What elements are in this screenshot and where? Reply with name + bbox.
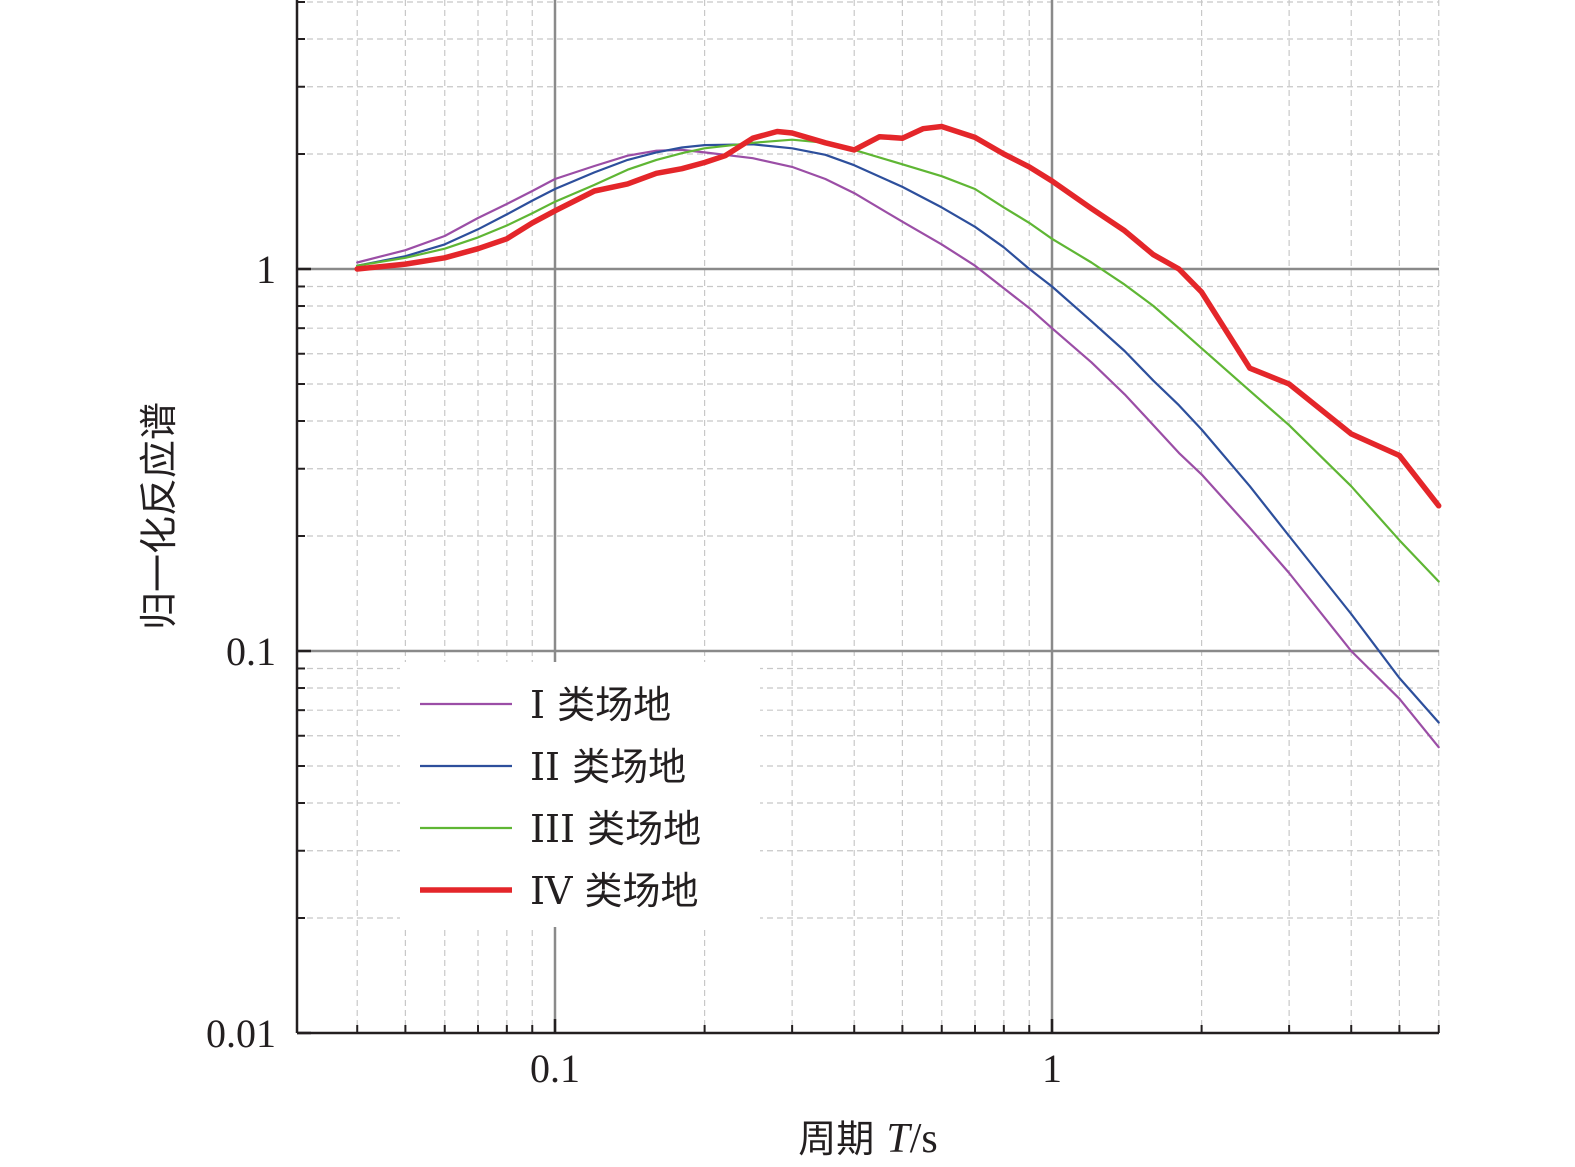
x-tick-label: 0.1 <box>530 1046 580 1091</box>
tick-labels: 0.1 1 0.01 0.1 1 <box>206 247 1062 1091</box>
y-axis-label: 归一化反应谱 <box>137 402 181 630</box>
legend-label-3: III 类场地 <box>530 807 701 851</box>
x-axis-label-prefix: 周期 <box>798 1117 886 1161</box>
x-axis-label-unit: /s <box>910 1116 938 1162</box>
series-lines <box>354 123 1442 749</box>
legend-label-2: II 类场地 <box>530 745 686 789</box>
x-tick-label: 1 <box>1042 1046 1062 1091</box>
axes <box>295 0 1439 1035</box>
x-axis-label-variable: T <box>886 1116 912 1162</box>
legend-label-1: I 类场地 <box>530 683 671 727</box>
y-tick-label: 0.1 <box>226 629 276 674</box>
series-line-3 <box>356 138 1440 583</box>
legend: I 类场地 II 类场地 III 类场地 IV 类场地 <box>400 662 760 927</box>
axis-ticks <box>297 0 1440 1035</box>
y-tick-label: 0.01 <box>206 1011 276 1056</box>
legend-background <box>400 662 760 927</box>
series-line-2 <box>356 143 1440 724</box>
series-line-4 <box>354 123 1442 509</box>
y-tick-label: 1 <box>256 247 276 292</box>
series-line-1 <box>356 148 1440 749</box>
x-axis-label: 周期 T/s <box>798 1116 937 1162</box>
legend-label-4: IV 类场地 <box>530 869 699 913</box>
